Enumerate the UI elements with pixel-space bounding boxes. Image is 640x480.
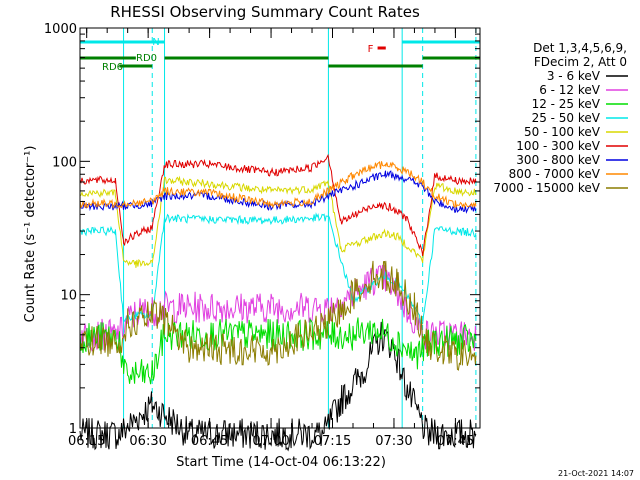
y-tick-label: 1 bbox=[69, 422, 77, 437]
series-line-4 bbox=[79, 175, 477, 268]
y-tick-label: 100 bbox=[52, 155, 77, 170]
chart-title: RHESSI Observing Summary Count Rates bbox=[110, 3, 420, 21]
legend-label-4: 50 - 100 keV bbox=[524, 125, 601, 139]
y-tick-label: 10 bbox=[60, 289, 77, 304]
x-tick-label: 07:00 bbox=[252, 434, 289, 449]
footer-timestamp: 21-Oct-2021 14:07 bbox=[558, 469, 634, 478]
legend-header-detectors: Det 1,3,4,5,6,9, bbox=[533, 41, 627, 55]
annotation-label: N bbox=[152, 37, 159, 48]
legend-label-0: 3 - 6 keV bbox=[547, 69, 601, 83]
series-line-8 bbox=[79, 260, 477, 371]
annotation-label: F bbox=[368, 44, 374, 55]
plot-area bbox=[79, 28, 477, 452]
legend-label-2: 12 - 25 keV bbox=[532, 97, 601, 111]
legend-label-1: 6 - 12 keV bbox=[539, 83, 601, 97]
x-axis-label: Start Time (14-Oct-04 06:13:22) bbox=[176, 455, 386, 470]
legend: Det 1,3,4,5,6,9, FDecim 2, Att 0 3 - 6 k… bbox=[493, 41, 628, 195]
x-tick-label: 06:30 bbox=[129, 434, 166, 449]
series-line-2 bbox=[79, 317, 477, 385]
legend-label-7: 800 - 7000 keV bbox=[509, 167, 601, 181]
legend-label-5: 100 - 300 keV bbox=[516, 139, 600, 153]
series-line-0 bbox=[79, 321, 477, 452]
legend-label-6: 300 - 800 keV bbox=[516, 153, 600, 167]
x-tick-label: 07:15 bbox=[314, 434, 351, 449]
series-line-5 bbox=[79, 153, 477, 257]
series-line-7 bbox=[79, 161, 477, 210]
annotation-label: RD6 bbox=[102, 62, 123, 73]
y-tick-label: 1000 bbox=[44, 22, 77, 37]
legend-label-3: 25 - 50 keV bbox=[532, 111, 601, 125]
x-tick-label: 07:45 bbox=[437, 434, 474, 449]
legend-label-8: 7000 - 15000 keV bbox=[493, 181, 600, 195]
y-axis-label: Count Rate (s⁻¹ detector⁻¹) bbox=[23, 146, 38, 323]
plot-frame bbox=[79, 27, 481, 429]
series-line-1 bbox=[79, 264, 477, 352]
x-tick-label: 06:45 bbox=[191, 434, 228, 449]
x-tick-label: 06:15 bbox=[68, 434, 105, 449]
axes: 1 10 100 1000 06:15 06:30 06:45 07:00 07:15 07:30… bbox=[44, 22, 481, 449]
legend-header-decimation: FDecim 2, Att 0 bbox=[534, 55, 627, 69]
annotation-label: RD0 bbox=[136, 53, 157, 64]
x-tick-label: 07:30 bbox=[375, 434, 412, 449]
annotation-layer: N F RD0 RD6 bbox=[80, 37, 480, 73]
